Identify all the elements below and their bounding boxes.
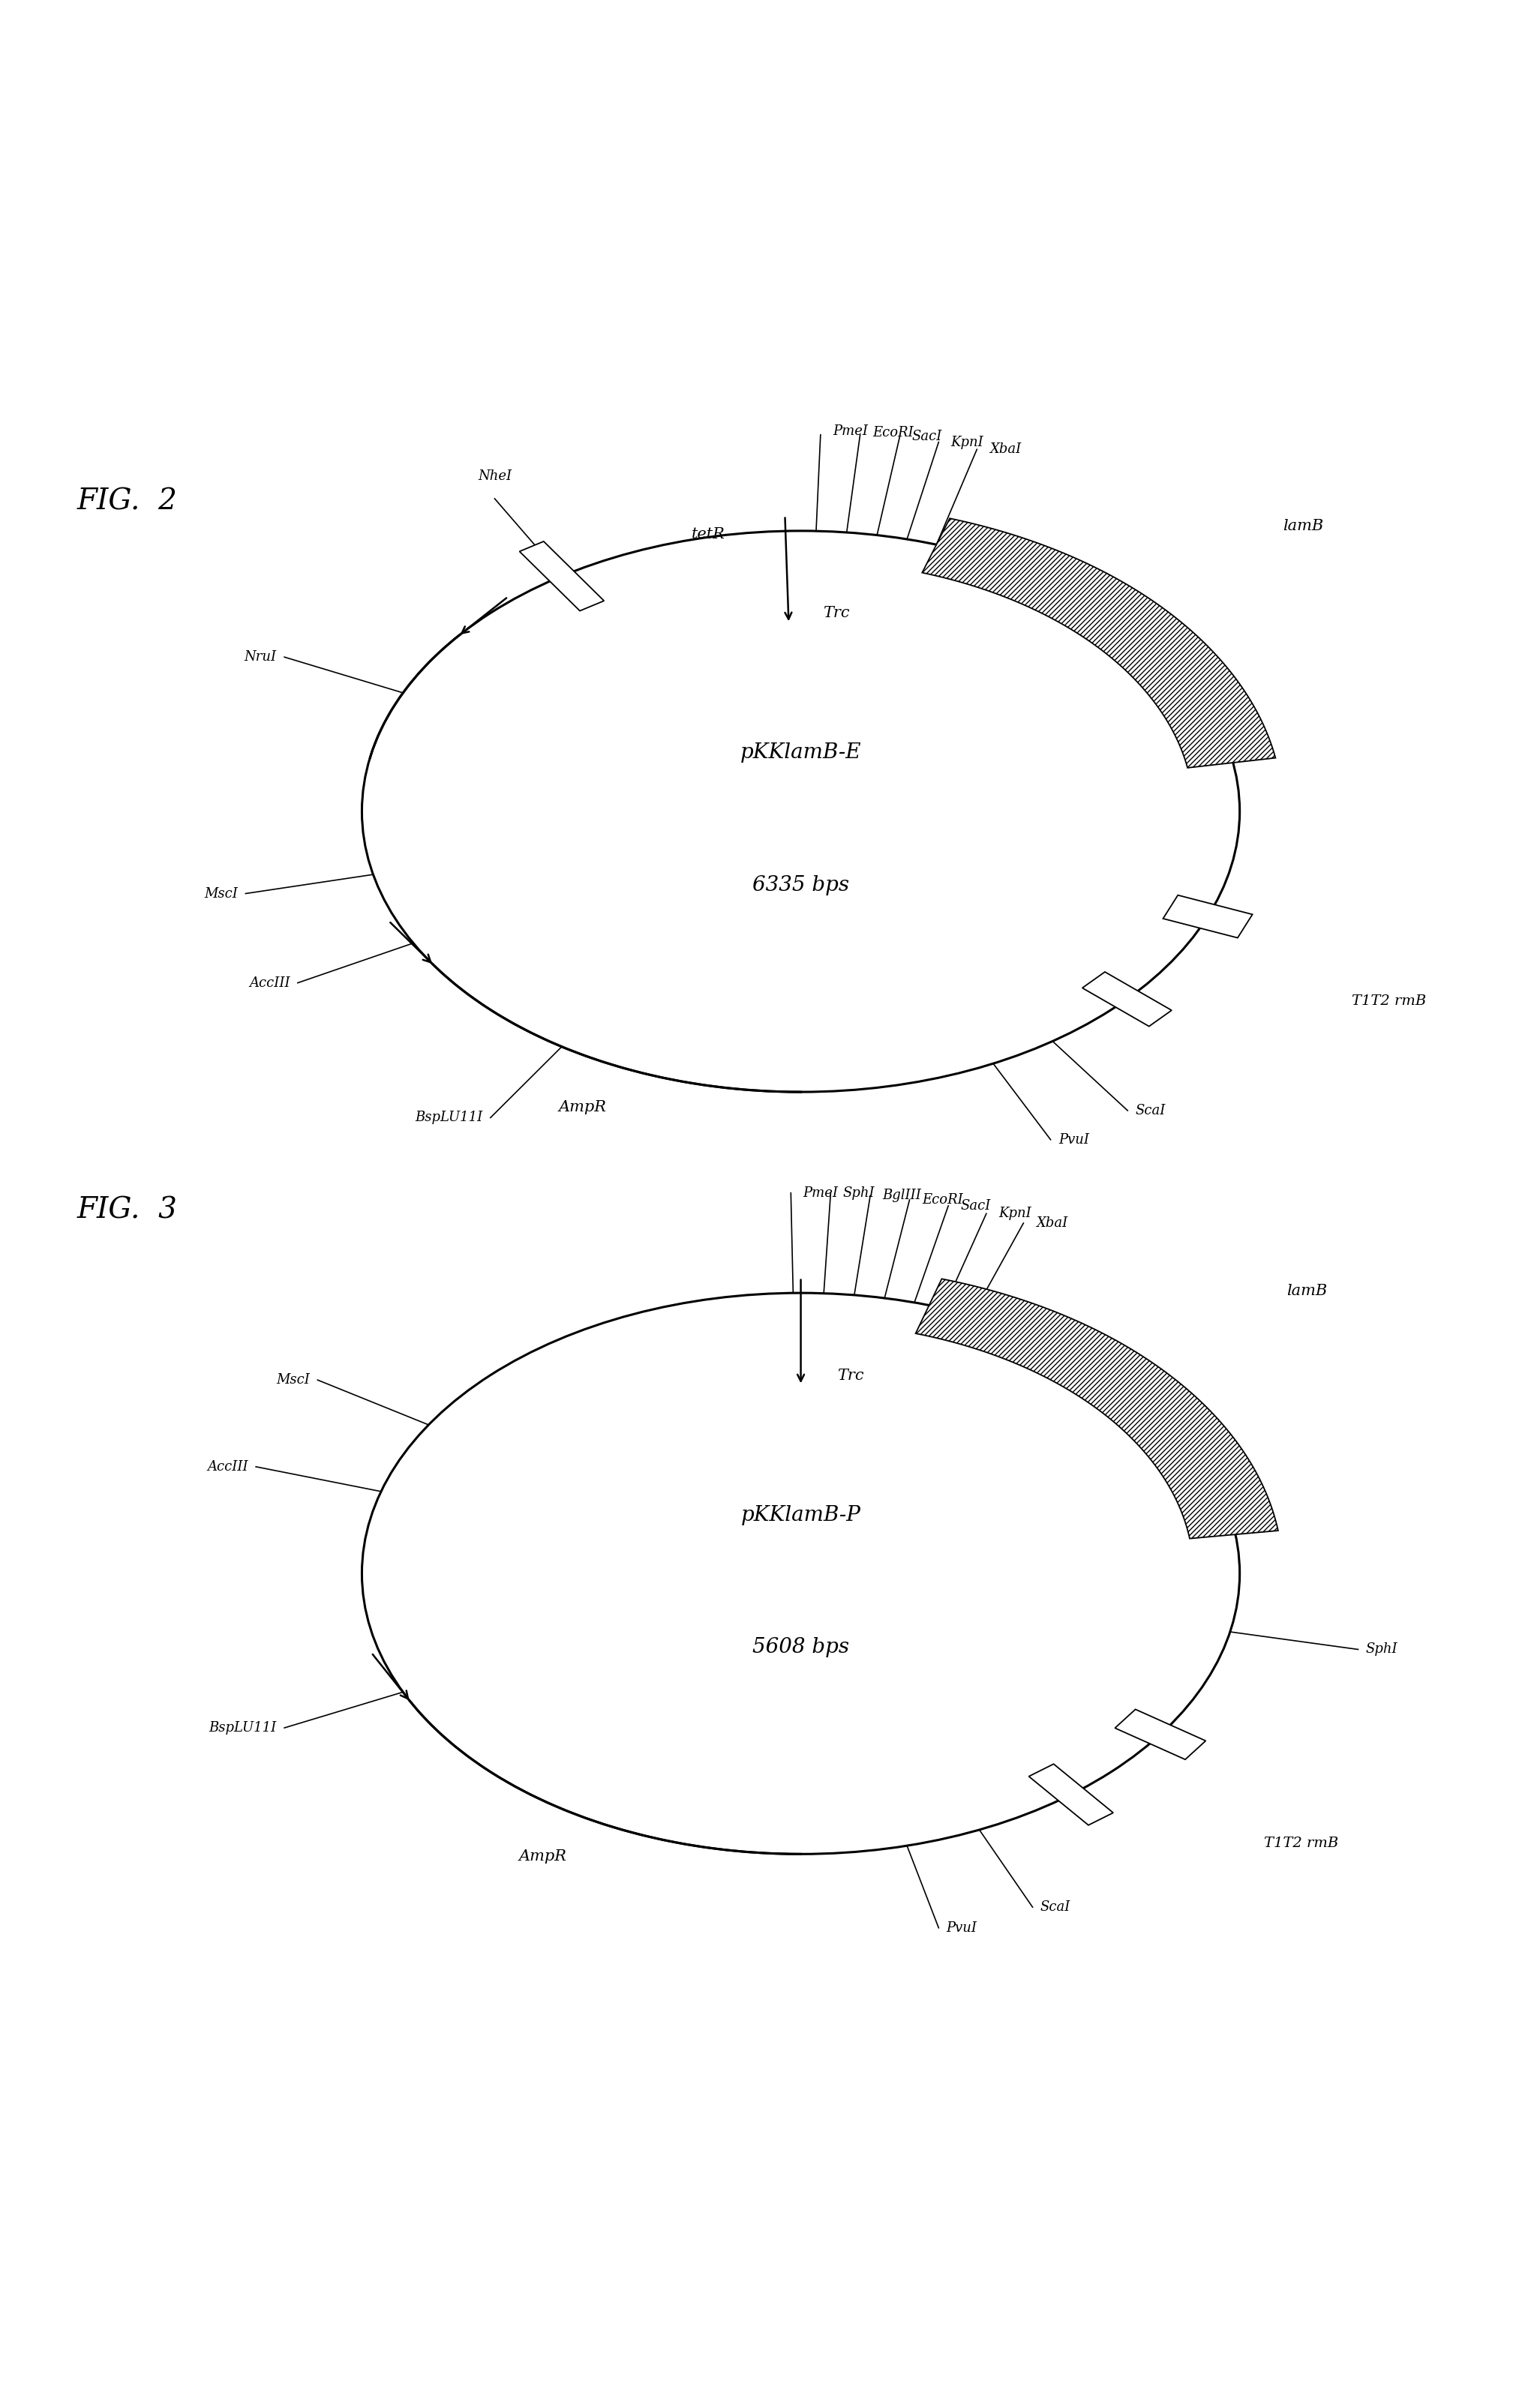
Text: AmpR: AmpR: [519, 1849, 567, 1864]
Text: BspLU11I: BspLU11I: [209, 1722, 277, 1734]
Text: EcoRI: EcoRI: [922, 1192, 962, 1206]
Text: AccIII: AccIII: [249, 975, 290, 990]
Text: tetR: tetR: [691, 527, 725, 542]
Text: XbaI: XbaI: [1036, 1216, 1067, 1230]
Text: FIG.  3: FIG. 3: [77, 1197, 177, 1223]
Text: lamB: lamB: [1287, 1283, 1327, 1298]
Text: MscI: MscI: [205, 886, 237, 901]
Text: 5608 bps: 5608 bps: [753, 1637, 849, 1657]
Polygon shape: [1029, 1765, 1113, 1825]
Text: AmpR: AmpR: [559, 1100, 607, 1115]
Text: SphI: SphI: [1366, 1642, 1398, 1657]
Text: XbaI: XbaI: [989, 443, 1021, 455]
Polygon shape: [1115, 1710, 1206, 1760]
Text: SphI: SphI: [842, 1187, 875, 1199]
Text: Trc: Trc: [822, 607, 850, 619]
Text: PvuI: PvuI: [1058, 1132, 1089, 1146]
Text: KpnI: KpnI: [998, 1206, 1032, 1221]
Text: SacI: SacI: [961, 1199, 990, 1214]
Text: AccIII: AccIII: [208, 1459, 248, 1474]
Text: NheI: NheI: [477, 470, 511, 484]
Text: pKKlamB-P: pKKlamB-P: [741, 1505, 861, 1524]
Polygon shape: [1163, 896, 1252, 937]
Text: EcoRI: EcoRI: [873, 426, 913, 441]
Text: KpnI: KpnI: [952, 436, 984, 448]
Polygon shape: [916, 1279, 1278, 1539]
Text: NruI: NruI: [245, 650, 277, 665]
Polygon shape: [1083, 973, 1172, 1026]
Text: MscI: MscI: [276, 1373, 310, 1387]
Text: SacI: SacI: [912, 429, 942, 443]
Text: T1T2 rmB: T1T2 rmB: [1352, 995, 1426, 1007]
Text: PmeI: PmeI: [833, 424, 869, 438]
Text: ScaI: ScaI: [1040, 1900, 1070, 1914]
Text: PmeI: PmeI: [804, 1187, 838, 1199]
Text: Trc: Trc: [838, 1368, 864, 1382]
Text: PvuI: PvuI: [947, 1922, 976, 1934]
Text: lamB: lamB: [1283, 520, 1324, 535]
Text: BspLU11I: BspLU11I: [416, 1110, 482, 1125]
Text: FIG.  2: FIG. 2: [77, 489, 177, 515]
Polygon shape: [922, 518, 1275, 768]
Text: ScaI: ScaI: [1135, 1103, 1166, 1117]
Text: pKKlamB-E: pKKlamB-E: [741, 742, 861, 763]
Text: T1T2 rmB: T1T2 rmB: [1264, 1837, 1338, 1849]
Text: 6335 bps: 6335 bps: [753, 874, 849, 896]
Polygon shape: [519, 542, 604, 612]
Text: BglIII: BglIII: [882, 1190, 921, 1202]
